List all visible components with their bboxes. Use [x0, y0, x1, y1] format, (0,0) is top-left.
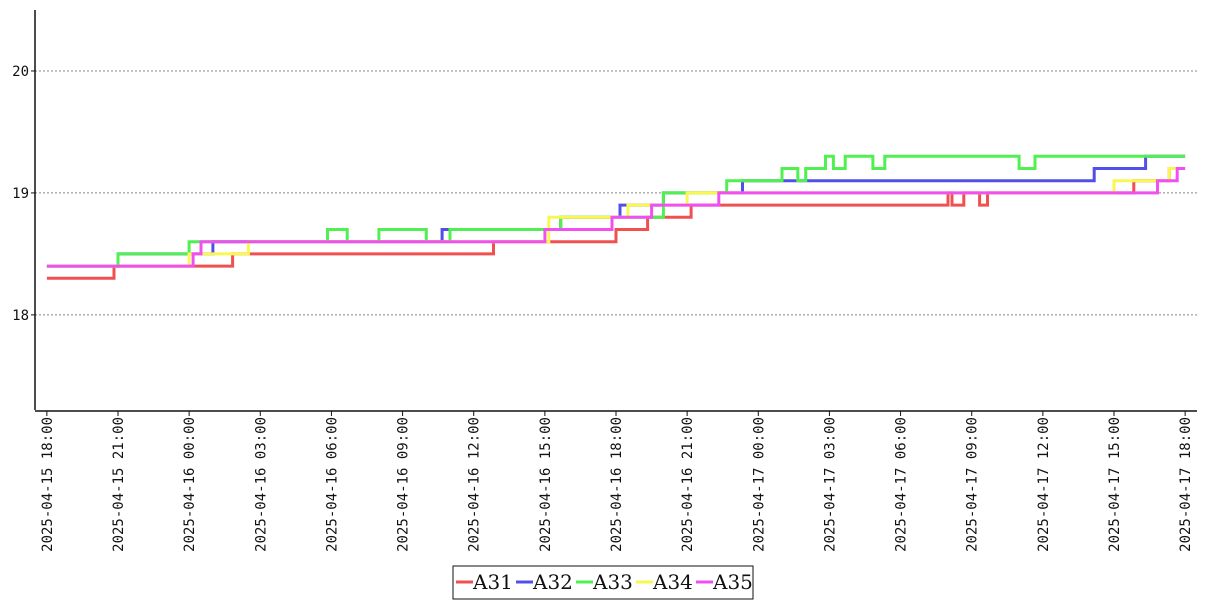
series-line-a35 [46, 167, 1186, 268]
x-tick-label: 2025-04-17 09:00 [965, 417, 981, 552]
series-line-a33 [46, 154, 1186, 268]
x-tick-label: 2025-04-16 18:00 [609, 417, 625, 552]
y-tick-label: 20 [12, 64, 29, 80]
x-tick-label: 2025-04-15 18:00 [40, 417, 56, 552]
series-lines [46, 154, 1186, 280]
x-tick-label: 2025-04-16 09:00 [396, 417, 412, 552]
legend-label: A33 [592, 570, 633, 594]
x-ticks: 2025-04-15 18:00 2025-04-15 21:00 2025-04-… [40, 411, 1194, 552]
x-tick-label: 2025-04-15 21:00 [111, 417, 127, 552]
axes [34, 10, 1197, 412]
x-tick-label: 2025-04-16 00:00 [182, 417, 198, 552]
x-tick-label: 2025-04-17 00:00 [751, 417, 767, 552]
series-line-a32 [46, 154, 1186, 268]
legend-label: A34 [652, 570, 693, 594]
x-tick-label: 2025-04-16 12:00 [467, 417, 483, 552]
x-tick-label: 2025-04-17 06:00 [894, 417, 910, 552]
y-tick-label: 19 [12, 186, 29, 202]
series-line-a31 [46, 167, 1186, 280]
x-tick-label: 2025-04-16 21:00 [680, 417, 696, 552]
x-tick-label: 2025-04-17 03:00 [822, 417, 838, 552]
x-tick-label: 2025-04-17 12:00 [1036, 417, 1052, 552]
legend-label: A35 [712, 570, 753, 594]
x-tick-label: 2025-04-17 18:00 [1178, 417, 1194, 552]
legend-label: A31 [472, 570, 513, 594]
x-tick-label: 2025-04-16 15:00 [538, 417, 554, 552]
x-tick-label: 2025-04-17 15:00 [1107, 417, 1123, 552]
y-tick-label: 18 [12, 308, 29, 324]
x-tick-label: 2025-04-16 06:00 [324, 417, 340, 552]
y-ticks: 18 19 20 [12, 64, 35, 324]
x-tick-label: 2025-04-16 03:00 [253, 417, 269, 552]
legend-label: A32 [532, 570, 573, 594]
legend: A31 A32 A33 A34 A35 [452, 565, 754, 600]
